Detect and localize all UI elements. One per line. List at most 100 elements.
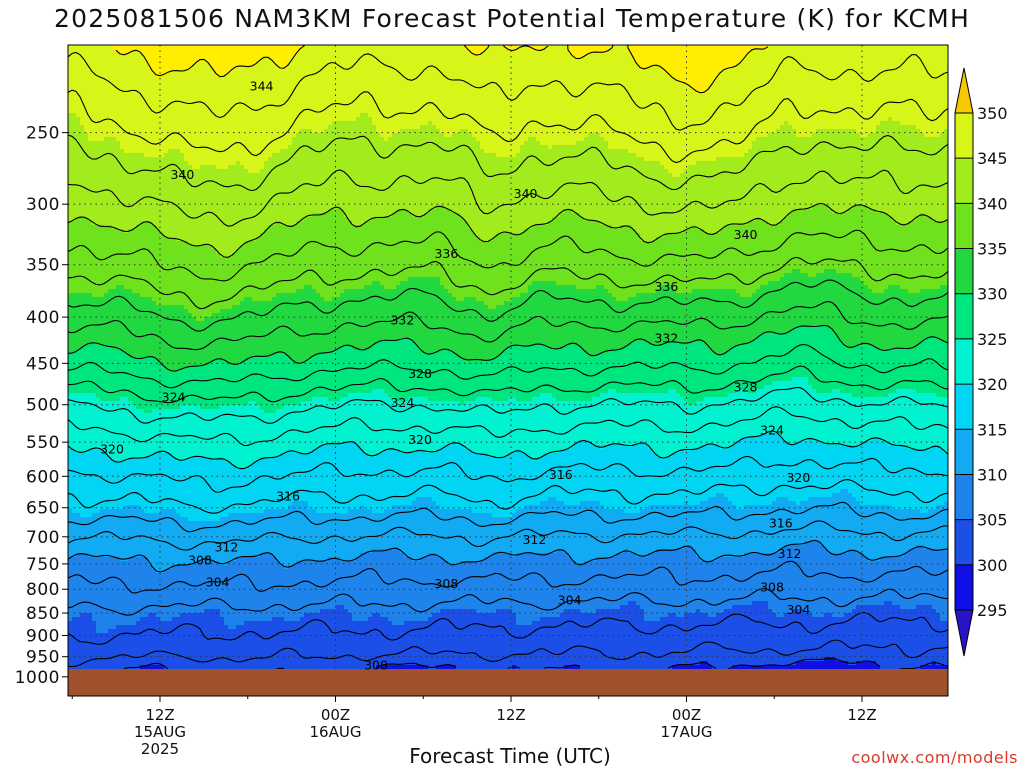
- contour-306: [68, 587, 948, 616]
- field-cell: [192, 65, 212, 70]
- field-cell: [132, 49, 140, 54]
- contour-label: 304: [558, 592, 582, 607]
- field-cell: [632, 341, 648, 346]
- field-cell: [668, 389, 676, 394]
- field-cell: [568, 49, 608, 54]
- field-cell: [516, 613, 560, 618]
- field-cell: [232, 461, 252, 466]
- field-cell: [348, 509, 372, 514]
- field-cell: [368, 113, 948, 118]
- field-cell: [316, 353, 456, 358]
- field-cell: [208, 61, 256, 66]
- field-cell: [876, 125, 916, 130]
- field-cell: [764, 385, 812, 390]
- field-cell: [68, 461, 232, 466]
- field-cell: [660, 617, 940, 622]
- field-cell: [692, 289, 736, 294]
- field-cell: [444, 445, 464, 450]
- field-cell: [176, 237, 256, 242]
- field-cell: [292, 141, 480, 146]
- field-cell: [88, 449, 104, 454]
- field-cell: [400, 281, 440, 286]
- field-cell: [108, 453, 152, 458]
- field-cell: [788, 497, 808, 502]
- field-cell: [400, 549, 556, 554]
- field-cell: [584, 561, 948, 566]
- field-cell: [620, 225, 632, 230]
- field-cell: [784, 217, 892, 222]
- field-cell: [600, 501, 684, 506]
- field-cell: [104, 137, 116, 142]
- field-cell: [572, 557, 596, 562]
- field-cell: [284, 405, 948, 410]
- field-cell: [424, 213, 460, 218]
- field-cell: [780, 277, 860, 282]
- colorbar-label: 340: [977, 194, 1008, 213]
- field-cell: [148, 557, 204, 562]
- field-cell: [112, 345, 340, 350]
- field-cell: [260, 457, 532, 462]
- field-cell: [284, 617, 300, 622]
- field-cell: [388, 137, 476, 142]
- field-cell: [68, 229, 124, 234]
- field-cell: [892, 601, 948, 606]
- field-cell: [676, 77, 716, 82]
- field-cell: [248, 465, 948, 470]
- field-cell: [344, 289, 448, 294]
- field-cell: [640, 233, 664, 238]
- colorbar-band: [955, 474, 973, 520]
- x-tick-label: 15AUG: [134, 723, 186, 741]
- y-tick-label: 700: [26, 528, 60, 548]
- field-cell: [696, 553, 744, 558]
- field-cell: [224, 457, 260, 462]
- field-cell: [68, 205, 436, 210]
- field-cell: [696, 549, 780, 554]
- field-cell: [68, 533, 948, 538]
- field-cell: [68, 609, 204, 614]
- field-cell: [460, 401, 464, 406]
- field-cell: [636, 153, 744, 158]
- colorbar: 295 300 305 310 315 320 325 330 335 340 345 350: [954, 67, 1008, 657]
- field-cell: [688, 401, 696, 406]
- field-cell: [468, 225, 532, 230]
- field-cell: [492, 513, 512, 518]
- field-cell: [68, 325, 796, 330]
- field-cell: [936, 393, 948, 398]
- field-cell: [776, 613, 784, 618]
- field-cell: [888, 285, 900, 290]
- field-cell: [908, 221, 948, 226]
- field-cell: [856, 129, 876, 134]
- credit-link[interactable]: coolwx.com/models: [851, 748, 1018, 767]
- colorbar-label: 335: [977, 240, 1008, 259]
- field-cell: [728, 393, 852, 398]
- field-cell: [776, 497, 788, 502]
- field-cell: [556, 281, 768, 286]
- field-cell: [792, 269, 800, 274]
- field-cell: [68, 429, 948, 434]
- colorbar-band: [955, 293, 973, 339]
- field-cell: [748, 221, 768, 226]
- field-cell: [68, 77, 676, 82]
- field-cell: [68, 245, 212, 250]
- field-cell: [376, 129, 400, 134]
- field-cell: [68, 565, 152, 570]
- field-cell: [616, 389, 668, 394]
- field-cell: [100, 509, 144, 514]
- field-cell: [404, 621, 516, 626]
- contour-label: 300: [364, 657, 388, 672]
- field-cell: [576, 561, 584, 566]
- field-cell: [180, 149, 280, 154]
- field-cell: [616, 297, 628, 302]
- field-cell: [920, 509, 928, 514]
- field-cell: [556, 497, 708, 502]
- field-cell: [80, 613, 92, 618]
- field-cell: [560, 613, 644, 618]
- field-cell: [68, 593, 948, 598]
- field-cell: [428, 121, 432, 126]
- field-cell: [132, 401, 248, 406]
- field-cell: [748, 53, 948, 58]
- field-cell: [224, 617, 272, 622]
- field-cell: [108, 289, 132, 294]
- field-cell: [664, 341, 680, 346]
